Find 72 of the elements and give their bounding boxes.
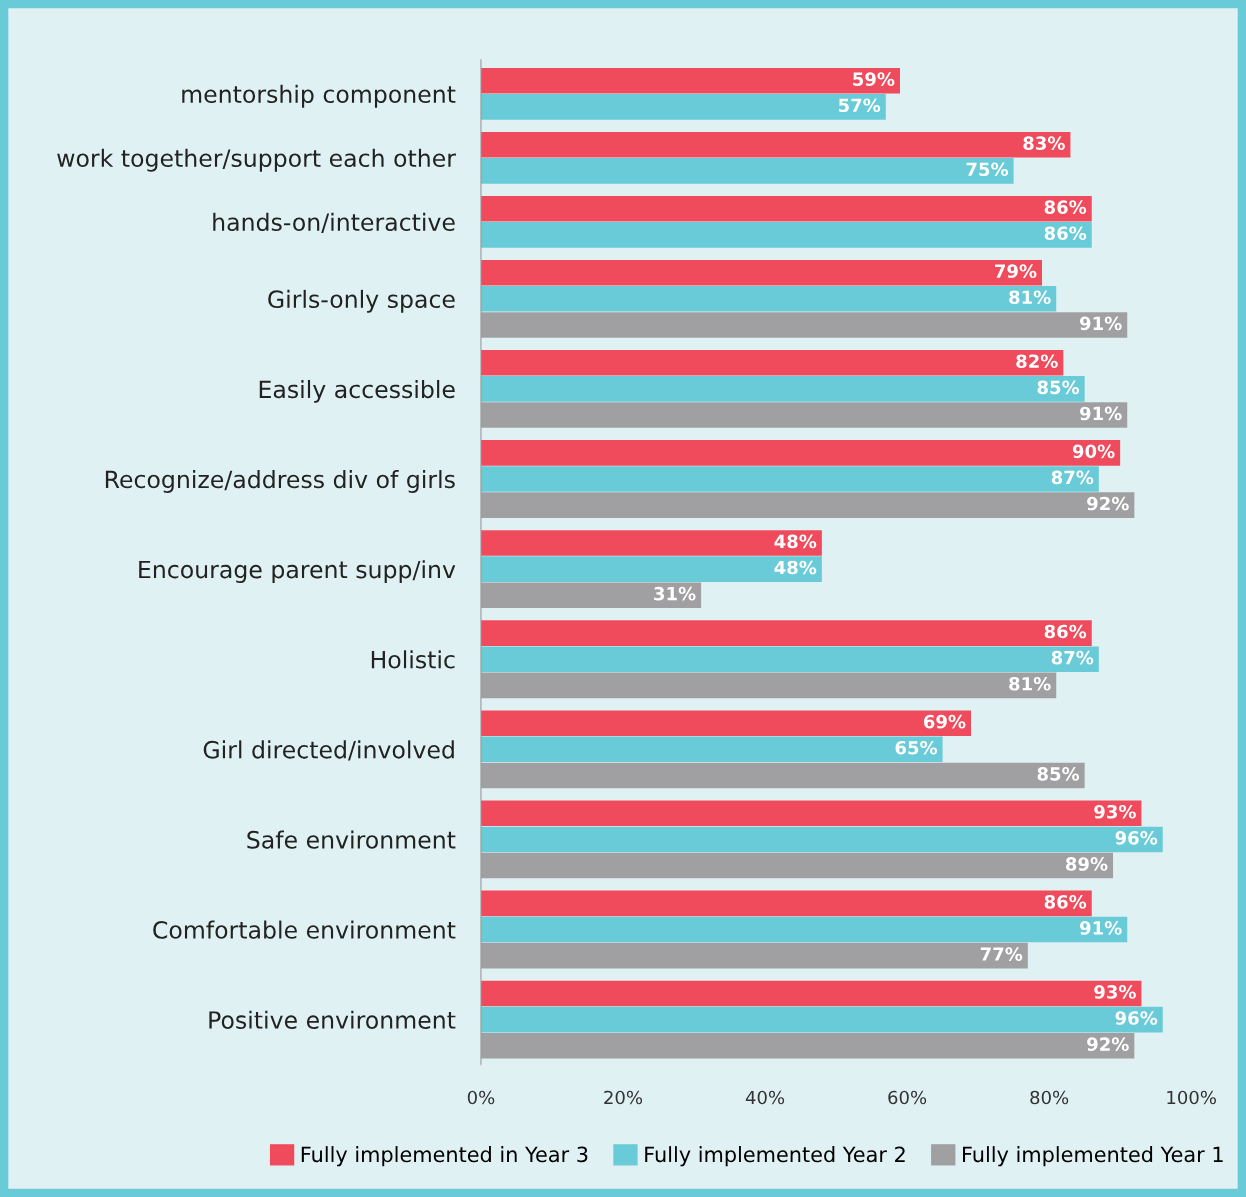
data-label: 85%	[1037, 767, 1080, 781]
bar	[480, 530, 822, 556]
y-tick-label: Holistic	[371, 650, 455, 669]
y-tick-label: Recognize/address div of girls	[105, 470, 455, 493]
data-label: 87%	[1051, 650, 1094, 665]
data-label: 92%	[1087, 496, 1129, 511]
bar	[480, 440, 1121, 466]
bar	[480, 350, 1064, 376]
data-label: 75%	[966, 162, 1009, 177]
y-tick-label: Encourage parent supp/inv	[139, 560, 456, 583]
x-tick-label: 100%	[1167, 1090, 1216, 1105]
data-label: 86%	[1044, 624, 1087, 639]
legend-label: Fully implemented Year 2	[645, 1146, 905, 1167]
data-label: 86%	[1044, 894, 1087, 909]
x-tick-label: 20%	[604, 1090, 643, 1105]
data-label: 48%	[774, 534, 817, 549]
bar	[480, 800, 1142, 827]
data-label: 83%	[1023, 136, 1065, 150]
y-tick-label: Girl directed/involved	[203, 740, 454, 761]
bar	[480, 980, 1142, 1007]
legend-label: Fully implemented Year 1	[963, 1146, 1223, 1167]
bar	[480, 736, 943, 763]
data-label: 91%	[1080, 406, 1122, 421]
y-tick-label: work together/support each other	[57, 148, 456, 172]
data-label: 96%	[1115, 831, 1158, 845]
y-tick-label: Safe environment	[247, 830, 456, 849]
data-label: 87%	[1051, 470, 1094, 485]
data-label: 96%	[1115, 1011, 1158, 1025]
bar	[480, 1006, 1163, 1033]
y-tick-label: mentorship component	[182, 84, 456, 108]
bar	[480, 890, 1092, 917]
bar	[480, 259, 1043, 286]
bar	[480, 286, 1057, 312]
x-tick-label: 80%	[1030, 1090, 1069, 1105]
x-tick-label: 40%	[745, 1090, 785, 1105]
data-label: 86%	[1044, 226, 1087, 241]
bar	[480, 826, 1163, 853]
data-label: 90%	[1072, 444, 1115, 459]
data-label: 81%	[1009, 290, 1051, 305]
y-tick-label: Easily accessible	[259, 379, 455, 403]
data-label: 85%	[1037, 380, 1080, 395]
data-label: 77%	[980, 947, 1023, 961]
data-label: 31%	[654, 586, 696, 601]
bar	[480, 710, 972, 736]
data-label: 81%	[1009, 676, 1051, 691]
bar	[480, 646, 1099, 673]
bar	[480, 556, 822, 582]
data-label: 65%	[895, 740, 938, 755]
data-label: 89%	[1065, 857, 1108, 871]
data-label: 79%	[995, 264, 1037, 278]
data-label: 91%	[1080, 921, 1122, 935]
x-tick-label: 0%	[467, 1090, 495, 1105]
y-tick-label: Comfortable environment	[153, 920, 456, 939]
legend-label: Fully implemented in Year 3	[301, 1146, 588, 1167]
x-tick-label: 60%	[888, 1090, 927, 1105]
bar	[480, 620, 1092, 646]
data-label: 59%	[853, 72, 895, 86]
data-label: 57%	[838, 98, 881, 113]
y-tick-label: hands-on/interactive	[213, 212, 455, 233]
data-label: 82%	[1016, 354, 1058, 369]
y-tick-label: Girls-only space	[268, 289, 455, 313]
data-label: 91%	[1080, 316, 1122, 331]
bar	[480, 376, 1085, 402]
data-label: 48%	[774, 560, 817, 575]
y-tick-label: Positive environment	[209, 1010, 456, 1029]
data-label: 92%	[1087, 1037, 1129, 1051]
data-label: 86%	[1044, 200, 1087, 214]
bar	[480, 466, 1099, 492]
data-label: 93%	[1094, 804, 1136, 819]
bar	[480, 916, 1128, 943]
data-label: 69%	[923, 714, 966, 729]
data-label: 93%	[1094, 985, 1136, 999]
